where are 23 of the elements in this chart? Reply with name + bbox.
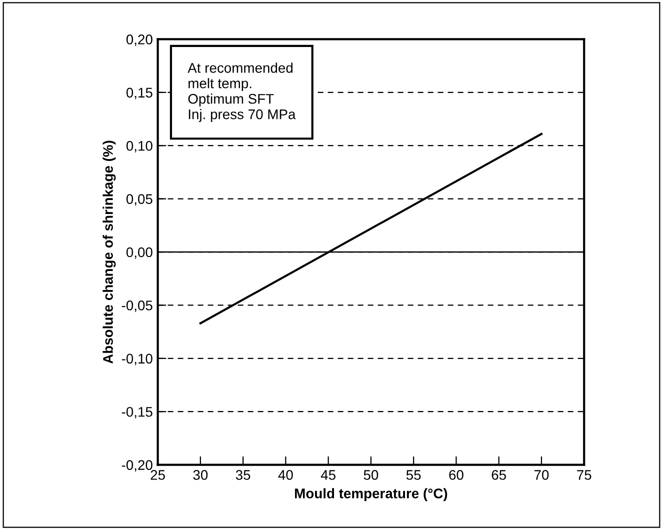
x-tick-label: 60 <box>449 470 464 480</box>
x-tick-label: 55 <box>406 470 421 480</box>
y-tick-label: 0,05 <box>126 194 152 206</box>
x-tick-label: 50 <box>364 470 378 480</box>
y-tick-label: 0,15 <box>126 88 152 100</box>
y-tick-label: 0,00 <box>126 247 152 259</box>
y-axis-title: Absolute change of shrinkage (%) <box>102 140 116 364</box>
y-tick-label: -0,05 <box>122 300 152 312</box>
x-tick-label: 25 <box>150 470 165 480</box>
y-tick-label: -0,10 <box>122 354 152 366</box>
y-tick-label: 0,20 <box>126 34 152 46</box>
y-tick-label: 0,10 <box>126 140 152 152</box>
x-tick-label: 30 <box>193 470 208 480</box>
x-axis-title: Mould temperature (°C) <box>295 488 448 502</box>
y-tick-label: -0,20 <box>122 460 152 472</box>
x-tick-label: 35 <box>236 470 250 480</box>
x-tick-label: 75 <box>577 470 592 480</box>
x-tick-label: 70 <box>534 470 549 480</box>
x-tick-label: 40 <box>278 470 293 480</box>
x-tick-label: 45 <box>320 470 336 480</box>
y-tick-label: -0,15 <box>122 406 152 418</box>
annotation: At recommended melt temp. Optimum SFT Inj. press 70 MPa <box>188 62 296 122</box>
x-tick-label: 65 <box>492 470 506 480</box>
